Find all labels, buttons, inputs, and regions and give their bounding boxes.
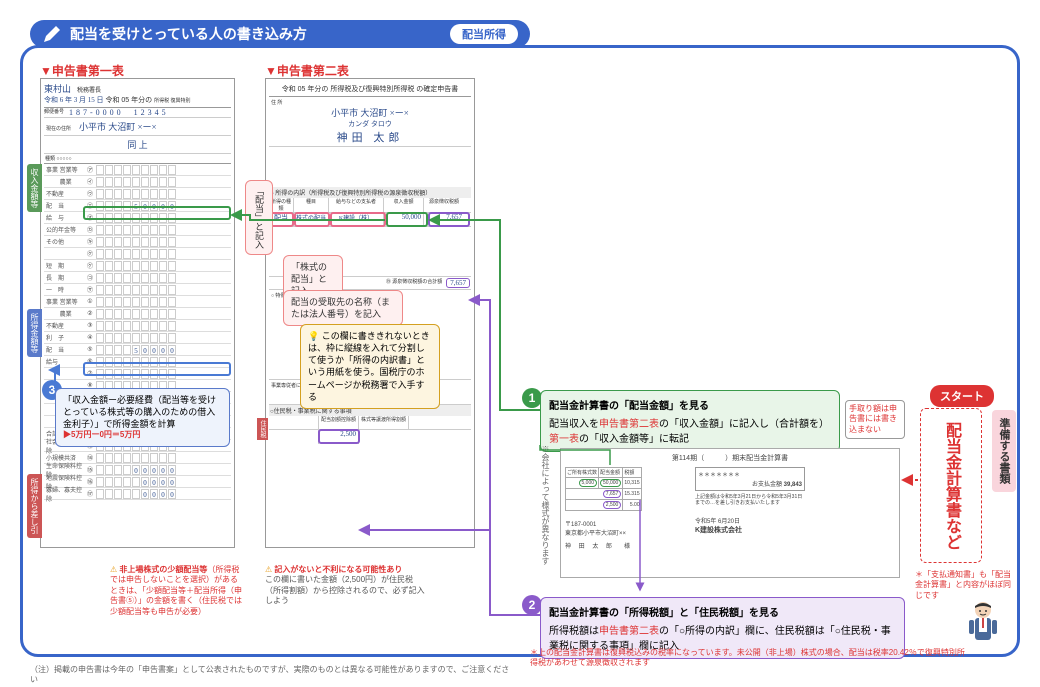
avatar-illustration: [965, 598, 1001, 648]
callout-step3-calc: ▶5万円ー0円＝5万円: [63, 430, 222, 441]
slip-date: 令和5年 6月20日: [695, 516, 805, 525]
step2-title: 配当金計算書の「所得税額」と「住民税額」を見る: [549, 604, 896, 619]
form2-income-title: ○ 所得の内訳（所得税及び復興特別所得税の源泉徴収税額）: [269, 187, 471, 198]
form2-header: 令和 05 年分の 所得税及び復興特別所得税 の確定申告書: [282, 86, 459, 93]
hl-f2-payer: [330, 212, 386, 227]
footer-note: （注）掲載の申告書は今年の「申告書案」として公表されたものですが、実際のものとは…: [30, 665, 510, 686]
step1-title: 配当金計算書の「配当金額」を見る: [549, 397, 831, 412]
tab-jumin: 住民税: [257, 418, 268, 440]
form1-row: 不動産㋒: [44, 188, 231, 200]
form1-row: 公的年金等㋕: [44, 224, 231, 236]
slip-income-tax: 7,657: [603, 490, 622, 498]
form1-date: 令和 6 年 3 月 15 日: [44, 96, 104, 104]
hl-f2-detail: [294, 212, 330, 227]
pencil-icon: [42, 24, 62, 44]
form1-row: 配 当⑤50000: [44, 344, 231, 356]
form1-row: 短 期㋘: [44, 260, 231, 272]
hl-form1-shotoku-dividend: [83, 362, 231, 376]
tab-shotoku: 所得金額等: [27, 309, 42, 357]
form1-row: 農業㋑: [44, 176, 231, 188]
form1-postal: 187-0000: [69, 108, 124, 117]
title-banner: 配当を受けとっている人の書き込み方 配当所得: [30, 20, 530, 48]
callout-haito: 「配当」と記入: [245, 180, 273, 255]
slip-company: K建設株式会社: [695, 525, 805, 535]
prep-doc: 配当金計算書など: [920, 408, 982, 563]
vnote-format: ※会社によって様式が異なります: [540, 445, 551, 565]
slip-tax: 10,315: [623, 478, 641, 489]
form1-row: その他㋖: [44, 236, 231, 248]
label-form1: ▼申告書第一表: [40, 62, 124, 79]
slip-shares: 5,000: [579, 479, 598, 487]
form2-address: 小平市 大沼町 ×ー×: [271, 106, 469, 119]
warn-note-2: ⚠ 記入がないと不利になる可能性あり この欄に書いた金額（2,500円）が住民税…: [265, 565, 425, 607]
prep-note: ＊「支払通知書」も「配当金計算書」と内容がほぼ同じです: [915, 570, 1015, 601]
badge-2: 2: [522, 595, 542, 615]
form1-type: 所得税 復興特別: [154, 98, 190, 104]
form1-tel: 12345: [134, 108, 169, 117]
form1-row: 利 子④: [44, 332, 231, 344]
title-pill: 配当所得: [450, 24, 518, 44]
form1-address: 小平市 大沼町 ×ー×: [79, 122, 157, 132]
form1-row: 一 時㋚: [44, 284, 231, 296]
label-form2: ▼申告書第二表: [265, 62, 349, 79]
slip-title: 第114期（ ）期末配当金計算書: [565, 453, 895, 463]
slip-resident-tax: 2,500: [603, 501, 622, 509]
callout-bunkatsu: 💡 この欄に書ききれないときは、枠に縦線を入れて分割して使うか「所得の内訳書」と…: [300, 324, 440, 409]
prep-strip: 準備する書類: [992, 410, 1016, 492]
form1-row: ㋗: [44, 248, 231, 260]
form1-row: 事業 営業等㋐: [44, 164, 231, 176]
form1-row: 農業②: [44, 308, 231, 320]
bottom-red-note: ＊上の配当金計算書は復興税込みの税率になっています。未公開（非上場）株式の場合、…: [530, 648, 970, 669]
form1: 東村山 税務署長 令和 6 年 3 月 15 日 令和 05 年分の 所得税 復…: [40, 78, 235, 548]
hl-f2-tax: [428, 212, 470, 227]
dividend-slip: 第114期（ ）期末配当金計算書 ご所有株式数配当金額税額 5,000 50,0…: [560, 448, 900, 578]
step1-box: 配当金計算書の「配当金額」を見る 配当収入を申告書第二表の「収入金額」に記入し（…: [540, 390, 840, 452]
form1-row: 寡婦、寡夫控除⑰0000: [44, 488, 231, 500]
hl-f2-resident: [318, 429, 360, 444]
form1-row: 長 期㋙: [44, 272, 231, 284]
f2-res-label: 配当割額控除額: [319, 416, 359, 429]
slip-net: お支払金額 39,843: [698, 479, 802, 488]
form2-name: 神田 太郎: [271, 129, 469, 145]
step1-body: 配当収入を申告書第二表の「収入金額」に記入し（合計額を）第一表の「収入金額等」に…: [549, 415, 831, 445]
form1-row: 不動産③: [44, 320, 231, 332]
form1-same: 同 上: [127, 140, 147, 150]
hl-f2-amount: [386, 212, 428, 227]
tab-deduct: 所得から差し引: [27, 474, 42, 538]
hl-form1-income-dividend: [83, 206, 231, 220]
slip-amount: 50,000: [600, 479, 621, 487]
title-text: 配当を受けとっている人の書き込み方: [70, 24, 450, 44]
f2-total-label: ⑲ 源泉徴収税額の合計額: [386, 278, 442, 288]
slip-name: 神 田 太 郎 様: [565, 541, 685, 550]
warn-note-1: ⚠ 非上場株式の少額配当等（所得税では申告しないことを選択）があるときは、「少額…: [110, 565, 245, 617]
form1-year: 令和 05 年分の: [105, 97, 152, 104]
tab-income: 収入金額等: [27, 164, 42, 212]
slip-addr: 〒187-0001 東京都小平市大沼町××: [565, 519, 685, 537]
start-badge: スタート: [930, 385, 994, 407]
form2-furigana: カンダ タロウ: [271, 119, 469, 129]
f2-total-tax: 7,657: [446, 278, 470, 288]
callout-payer: 配当の受取先の名称（または法人番号）を記入: [283, 290, 403, 326]
callout-bunkatsu-text: この欄に書ききれないときは、枠に縦線を入れて分割して使うか「所得の内訳書」という…: [308, 331, 430, 402]
badge-1: 1: [522, 388, 542, 408]
callout-step3: 「収入金額ー必要経費（配当等を受けとっている株式等の購入のための借入金利子）」で…: [55, 388, 230, 447]
prep-doc-title: 配当金計算書など: [939, 422, 963, 550]
form1-office: 東村山: [44, 84, 71, 94]
callout-step3-title: 「収入金額ー必要経費（配当等を受けとっている株式等の購入のための借入金利子）」で…: [63, 394, 222, 430]
step1-sidenote: 手取り額は申告書には書き込まない: [845, 400, 905, 439]
form1-row: 事業 営業等①: [44, 296, 231, 308]
